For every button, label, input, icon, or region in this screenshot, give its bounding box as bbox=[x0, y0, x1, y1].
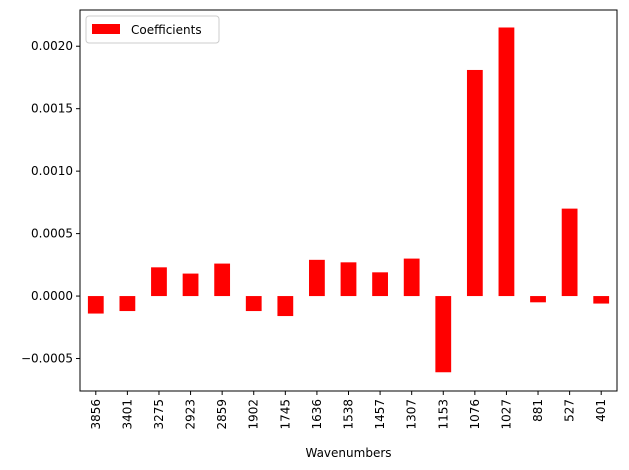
x-tick-label: 2923 bbox=[184, 399, 198, 430]
x-tick-label: 1153 bbox=[436, 399, 450, 430]
x-tick-label: 527 bbox=[563, 399, 577, 422]
x-tick-label: 401 bbox=[594, 399, 608, 422]
x-tick-label: 1538 bbox=[342, 399, 356, 430]
x-tick-label: 1457 bbox=[373, 399, 387, 430]
x-tick-label: 1076 bbox=[468, 399, 482, 430]
bar-2923 bbox=[182, 273, 199, 297]
bar-1745 bbox=[277, 296, 294, 317]
plot-frame bbox=[79, 9, 618, 392]
x-tick-label: 881 bbox=[531, 399, 545, 422]
x-tick-label: 1307 bbox=[405, 399, 419, 430]
x-tick-label: 1745 bbox=[278, 399, 292, 430]
y-tick-label: −0.0005 bbox=[21, 352, 73, 366]
y-tick-label: 0.0010 bbox=[31, 164, 73, 178]
y-axis: −0.0005 0.0000 0.0005 0.0010 0.0015 0.0020 bbox=[21, 39, 80, 366]
y-tick-label: 0.0005 bbox=[31, 227, 73, 241]
y-tick-label: 0.0020 bbox=[31, 39, 73, 53]
x-tick-label: 1027 bbox=[499, 399, 513, 430]
bar-3856 bbox=[87, 296, 104, 314]
x-tick-label: 1636 bbox=[310, 399, 324, 430]
x-tick-label: 3856 bbox=[89, 399, 103, 430]
bar-1027 bbox=[498, 27, 515, 297]
legend-box bbox=[85, 15, 220, 44]
legend-label: Coefficients bbox=[131, 23, 202, 37]
bar-1076 bbox=[466, 69, 483, 297]
x-tick-label: 2859 bbox=[215, 399, 229, 430]
x-tick-label: 1902 bbox=[247, 399, 261, 430]
legend: Coefficients bbox=[85, 15, 220, 44]
legend-swatch bbox=[92, 24, 120, 34]
bar-2859 bbox=[214, 263, 231, 297]
bar-1153 bbox=[435, 296, 452, 373]
x-axis: 3856 3401 3275 2923 2859 1902 1745 1636 1538 1457… bbox=[89, 391, 608, 430]
x-axis-label: Wavenumbers bbox=[305, 446, 391, 460]
bar-1538 bbox=[340, 262, 357, 297]
bar-3275 bbox=[151, 267, 167, 297]
bars-group bbox=[87, 27, 610, 373]
bar-1307 bbox=[403, 258, 420, 297]
x-tick-label: 3401 bbox=[120, 399, 134, 430]
y-tick-label: 0.0015 bbox=[31, 102, 73, 116]
x-tick-label: 3275 bbox=[152, 399, 166, 430]
bar-1902 bbox=[245, 296, 262, 312]
bar-1457 bbox=[372, 272, 388, 297]
bar-1636 bbox=[309, 259, 325, 297]
y-tick-label: 0.0000 bbox=[31, 289, 73, 303]
bar-881 bbox=[530, 296, 546, 303]
bar-3401 bbox=[119, 296, 136, 312]
bar-401 bbox=[593, 296, 610, 304]
bar-527 bbox=[561, 208, 578, 297]
